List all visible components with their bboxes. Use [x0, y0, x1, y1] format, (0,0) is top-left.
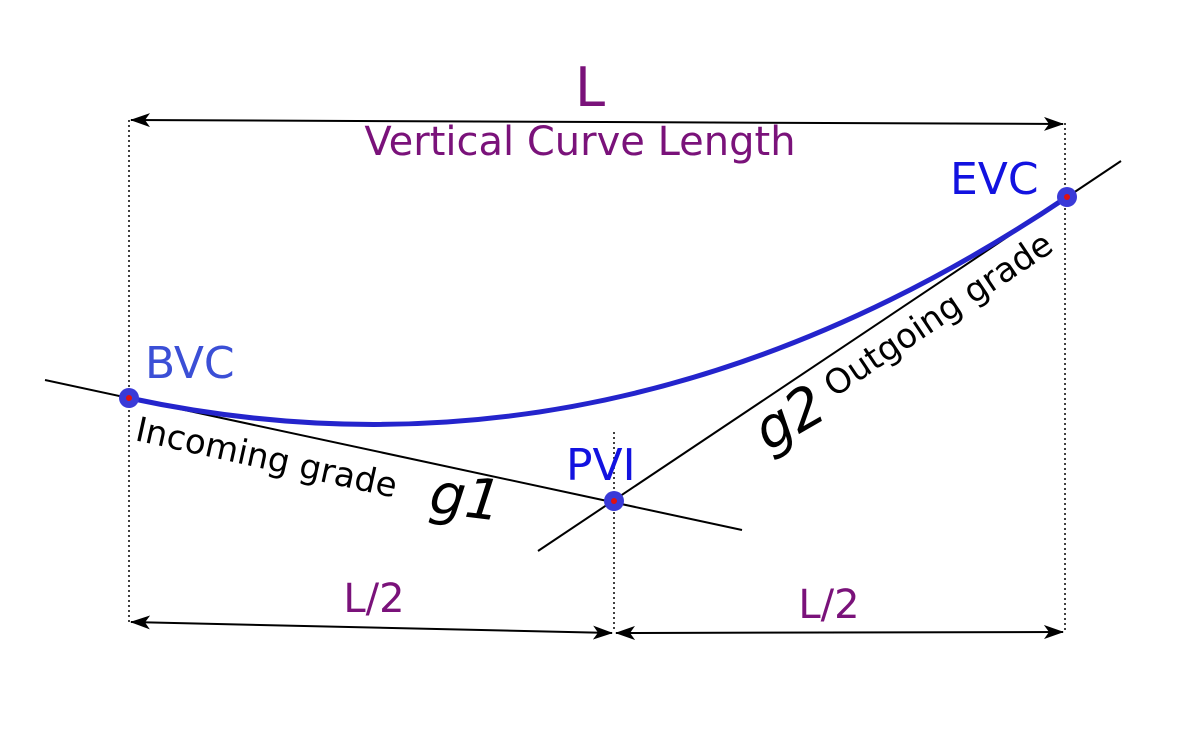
evc-point — [1057, 187, 1077, 207]
half-length-left-arrow — [130, 615, 613, 640]
g2-label: g2 — [743, 372, 837, 464]
half-length-left-label: L/2 — [343, 576, 404, 622]
bvc-point — [119, 388, 139, 408]
bvc-label: BVC — [145, 338, 235, 389]
g1-label: g1 — [426, 461, 505, 534]
evc-label: EVC — [950, 154, 1039, 205]
length-dimension-arrow — [130, 113, 1064, 131]
vertical-curve — [128, 194, 1069, 427]
length-caption-label: Vertical Curve Length — [364, 119, 795, 165]
pvi-point — [604, 491, 624, 511]
half-length-right-label: L/2 — [798, 582, 859, 628]
half-length-right-arrow — [615, 625, 1064, 640]
length-symbol-label: L — [575, 56, 605, 119]
pvi-label: PVI — [566, 440, 636, 491]
